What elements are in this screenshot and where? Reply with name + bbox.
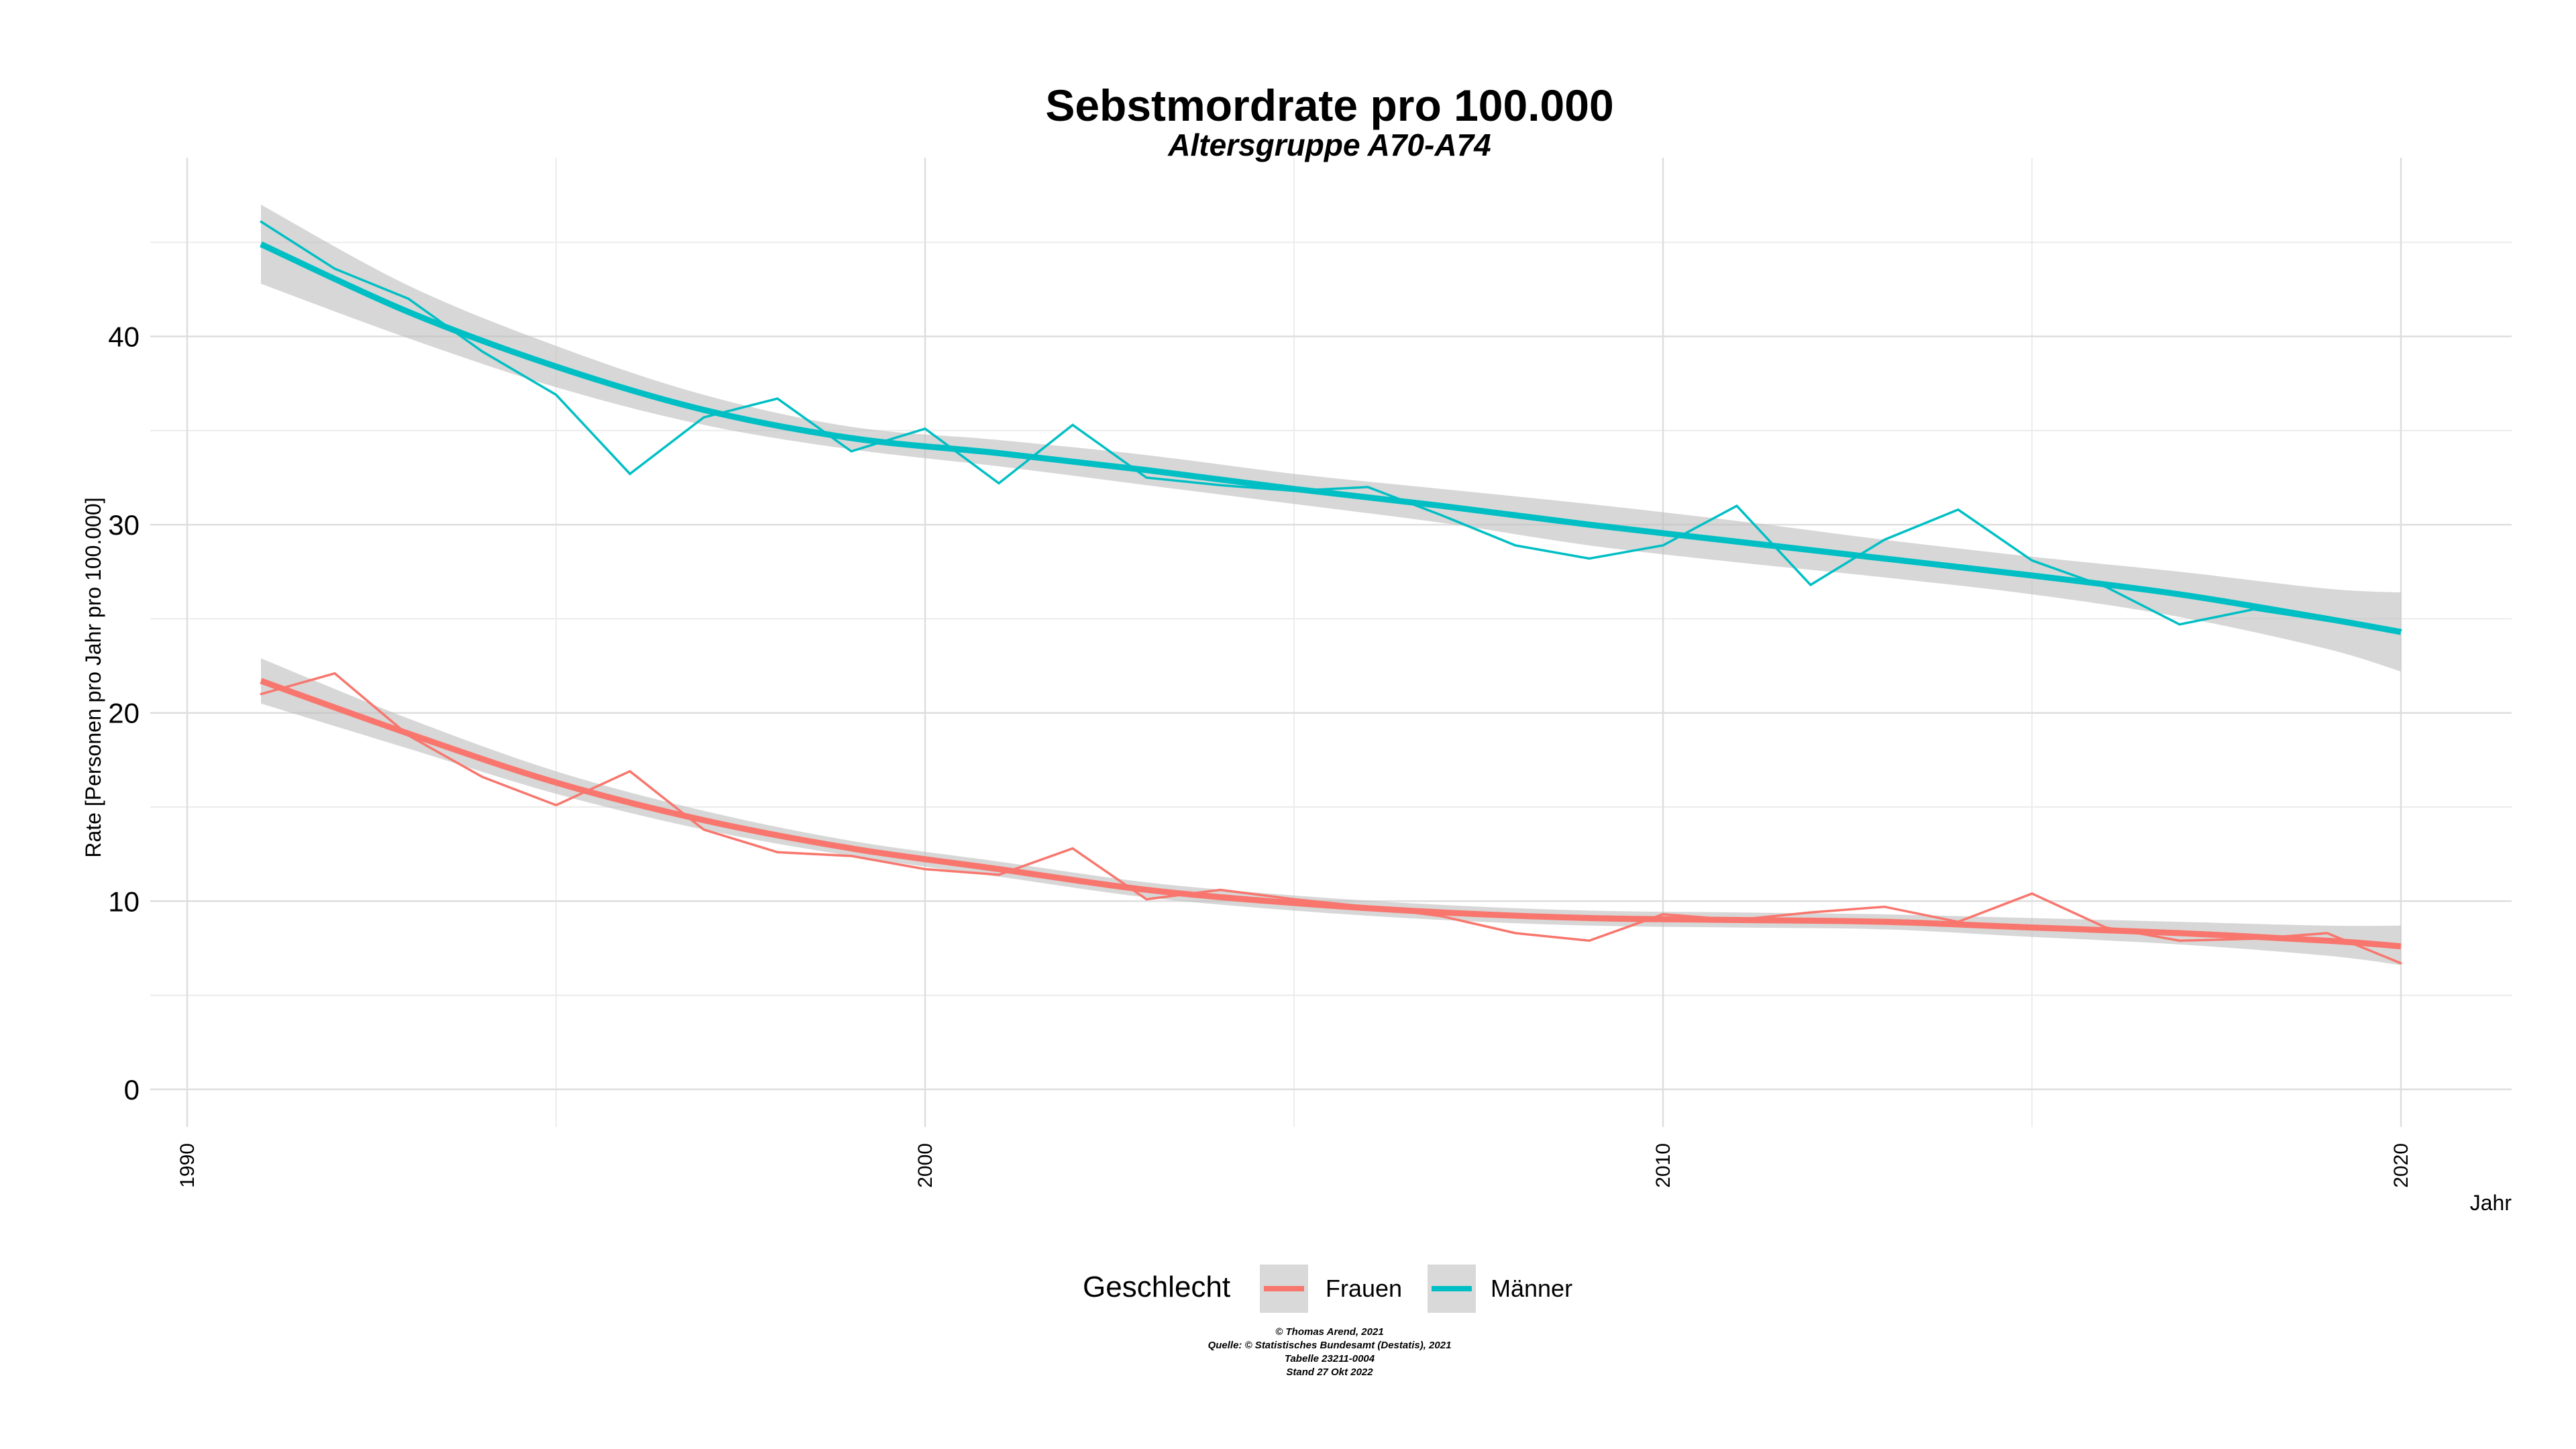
data-point: [1957, 508, 1960, 511]
data-point: [1071, 423, 1074, 426]
chart-title: Sebstmordrate pro 100.000: [1045, 80, 1613, 130]
data-point: [1366, 486, 1369, 488]
data-point: [1662, 544, 1664, 547]
legend-title: Geschlecht: [1083, 1271, 1230, 1303]
data-point: [1145, 476, 1148, 479]
data-point: [1440, 514, 1443, 517]
data-point: [702, 828, 705, 831]
y-tick-label: 20: [108, 698, 140, 729]
data-point: [2031, 892, 2033, 895]
data-point: [1662, 913, 1664, 916]
data-point: [776, 397, 779, 400]
data-point: [1514, 544, 1517, 547]
legend: Geschlecht Frauen Männer: [1083, 1265, 1572, 1313]
trend-line-männer: [260, 241, 2402, 635]
data-point: [2326, 932, 2328, 934]
data-point: [924, 868, 926, 871]
legend-label-frauen: Frauen: [1326, 1275, 1402, 1302]
data-point: [481, 775, 484, 778]
data-point: [1219, 888, 1222, 891]
confidence-band-frauen: [261, 658, 2401, 965]
caption: © Thomas Arend, 2021 Quelle: © Statistis…: [1208, 1326, 1452, 1378]
data-point: [2031, 559, 2033, 561]
data-point: [924, 427, 926, 430]
data-point: [1883, 906, 1886, 908]
data-lines: [260, 220, 2402, 965]
data-point: [555, 804, 557, 806]
data-point: [333, 268, 336, 270]
data-point: [1809, 911, 1812, 914]
data-point: [1145, 898, 1148, 900]
y-tick-label: 0: [124, 1074, 140, 1106]
data-point: [260, 693, 262, 696]
data-point: [260, 220, 262, 223]
data-point: [2178, 939, 2181, 942]
data-point: [1809, 584, 1812, 586]
data-point: [1735, 504, 1738, 507]
caption-line: Quelle: © Statistisches Bundesamt (Desta…: [1208, 1340, 1452, 1351]
y-tick-label: 10: [108, 885, 140, 917]
caption-line: Stand 27 Okt 2022: [1286, 1366, 1373, 1378]
chart-subtitle: Altersgruppe A70-A74: [1167, 127, 1491, 162]
data-point: [2400, 962, 2402, 965]
data-point: [776, 851, 779, 853]
trend-line-frauen: [260, 678, 2402, 950]
caption-line: Tabelle 23211-0004: [1285, 1353, 1375, 1364]
legend-label-maenner: Männer: [1491, 1275, 1572, 1302]
data-point: [1293, 898, 1295, 900]
data-point: [1588, 939, 1591, 942]
data-point: [481, 350, 484, 353]
data-point: [2178, 623, 2181, 626]
data-point: [702, 416, 705, 419]
caption-line: © Thomas Arend, 2021: [1275, 1326, 1383, 1338]
data-point: [1219, 484, 1222, 486]
data-point: [850, 855, 853, 857]
y-tick-label: 40: [108, 321, 140, 353]
data-point: [850, 450, 853, 453]
y-axis-label: Rate [Personen pro Jahr pro 100.000]: [81, 497, 105, 857]
data-point: [1071, 847, 1074, 850]
grid: [150, 158, 2512, 1127]
x-tick-label: 2020: [2390, 1143, 2412, 1188]
data-point: [998, 482, 1000, 484]
x-tick-label: 2000: [914, 1143, 936, 1188]
data-point: [333, 672, 336, 675]
data-point: [998, 873, 1000, 876]
data-point: [629, 770, 631, 773]
confidence-band-männer: [261, 205, 2401, 672]
axis-ticks: 0 10 20 30 40 1990 2000 2010 2020: [108, 321, 2412, 1188]
x-tick-label: 2010: [1652, 1143, 1674, 1188]
data-point: [1883, 539, 1886, 541]
data-point: [555, 394, 557, 396]
data-point: [629, 472, 631, 475]
y-tick-label: 30: [108, 509, 140, 541]
data-point: [1588, 557, 1591, 560]
data-point: [1514, 932, 1517, 934]
data-point: [407, 297, 410, 300]
data-point: [1440, 915, 1443, 918]
confidence-bands: [261, 205, 2401, 965]
x-tick-label: 1990: [176, 1143, 199, 1188]
x-axis-label: Jahr: [2470, 1191, 2512, 1215]
series-line-männer: [260, 220, 2402, 631]
